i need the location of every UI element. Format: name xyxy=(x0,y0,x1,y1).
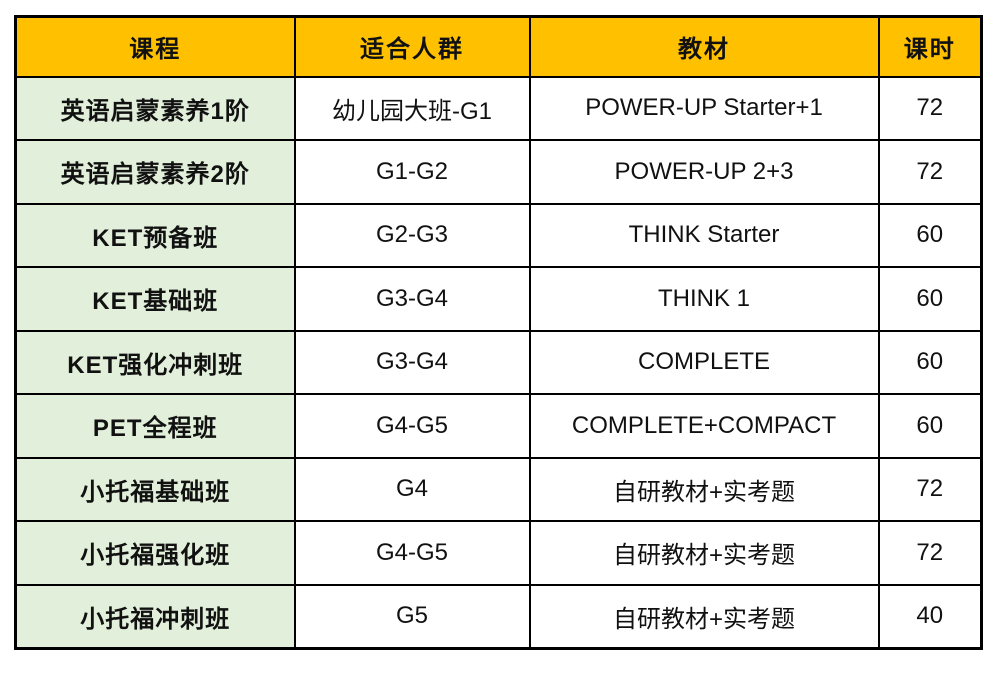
textbook-cell: 自研教材+实考题 xyxy=(528,456,880,522)
table-row: KET预备班 G2-G3 THINK Starter 60 xyxy=(14,202,983,268)
course-table: 课程 适合人群 教材 课时 英语启蒙素养1阶 幼儿园大班-G1 POWER-UP… xyxy=(14,15,983,650)
course-cell: KET预备班 xyxy=(14,202,296,268)
header-course: 课程 xyxy=(14,15,296,78)
header-hours: 课时 xyxy=(877,15,983,78)
textbook-cell: POWER-UP 2+3 xyxy=(528,139,880,205)
header-textbook: 教材 xyxy=(528,15,880,78)
header-row: 课程 适合人群 教材 课时 xyxy=(14,15,983,78)
audience-cell: G5 xyxy=(293,583,531,649)
audience-cell: G4-G5 xyxy=(293,520,531,586)
table-row: PET全程班 G4-G5 COMPLETE+COMPACT 60 xyxy=(14,393,983,459)
audience-cell: G3-G4 xyxy=(293,266,531,332)
hours-cell: 72 xyxy=(877,520,983,586)
course-cell: PET全程班 xyxy=(14,393,296,459)
table-row: 小托福冲刺班 G5 自研教材+实考题 40 xyxy=(14,583,983,649)
textbook-cell: THINK Starter xyxy=(528,202,880,268)
textbook-cell: 自研教材+实考题 xyxy=(528,520,880,586)
table-row: 英语启蒙素养2阶 G1-G2 POWER-UP 2+3 72 xyxy=(14,139,983,205)
course-cell: 英语启蒙素养2阶 xyxy=(14,139,296,205)
course-cell: KET强化冲刺班 xyxy=(14,329,296,395)
audience-cell: G1-G2 xyxy=(293,139,531,205)
hours-cell: 60 xyxy=(877,393,983,459)
page: 课程 适合人群 教材 课时 英语启蒙素养1阶 幼儿园大班-G1 POWER-UP… xyxy=(14,15,983,650)
textbook-cell: POWER-UP Starter+1 xyxy=(528,75,880,141)
audience-cell: G4-G5 xyxy=(293,393,531,459)
audience-cell: G2-G3 xyxy=(293,202,531,268)
hours-cell: 60 xyxy=(877,329,983,395)
table-row: 小托福强化班 G4-G5 自研教材+实考题 72 xyxy=(14,520,983,586)
hours-cell: 72 xyxy=(877,75,983,141)
course-cell: 小托福基础班 xyxy=(14,456,296,522)
hours-cell: 60 xyxy=(877,202,983,268)
hours-cell: 72 xyxy=(877,456,983,522)
hours-cell: 60 xyxy=(877,266,983,332)
course-cell: 英语启蒙素养1阶 xyxy=(14,75,296,141)
table-row: KET强化冲刺班 G3-G4 COMPLETE 60 xyxy=(14,329,983,395)
audience-cell: 幼儿园大班-G1 xyxy=(293,75,531,141)
header-audience: 适合人群 xyxy=(293,15,531,78)
table-row: 小托福基础班 G4 自研教材+实考题 72 xyxy=(14,456,983,522)
audience-cell: G4 xyxy=(293,456,531,522)
textbook-cell: 自研教材+实考题 xyxy=(528,583,880,649)
course-cell: KET基础班 xyxy=(14,266,296,332)
textbook-cell: THINK 1 xyxy=(528,266,880,332)
course-cell: 小托福强化班 xyxy=(14,520,296,586)
course-cell: 小托福冲刺班 xyxy=(14,583,296,649)
hours-cell: 72 xyxy=(877,139,983,205)
hours-cell: 40 xyxy=(877,583,983,649)
audience-cell: G3-G4 xyxy=(293,329,531,395)
table-row: KET基础班 G3-G4 THINK 1 60 xyxy=(14,266,983,332)
textbook-cell: COMPLETE+COMPACT xyxy=(528,393,880,459)
table-row: 英语启蒙素养1阶 幼儿园大班-G1 POWER-UP Starter+1 72 xyxy=(14,75,983,141)
textbook-cell: COMPLETE xyxy=(528,329,880,395)
